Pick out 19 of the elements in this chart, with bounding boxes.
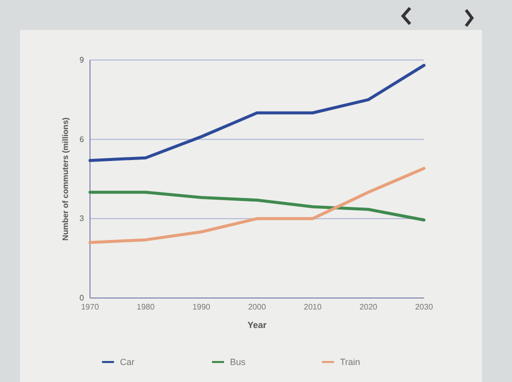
x-axis-title: Year: [247, 320, 267, 330]
x-tick-label: 2010: [304, 302, 322, 312]
line-series: [88, 64, 426, 162]
x-tick-label: 2000: [248, 302, 266, 312]
y-axis-title: Number of commuters (millions): [61, 117, 70, 241]
line-series: [88, 166, 426, 244]
x-tick-label: 2030: [415, 302, 434, 312]
x-tick-label: 1970: [81, 302, 100, 312]
x-tick-label: 1980: [136, 302, 156, 312]
legend-label: Car: [120, 357, 135, 367]
legend-label: Train: [340, 357, 360, 367]
line-series: [88, 190, 426, 222]
x-tick-label: 2020: [359, 302, 378, 312]
x-tick-label: 1990: [192, 302, 211, 312]
y-tick-label: 0: [80, 294, 85, 303]
y-tick-label: 6: [80, 134, 85, 144]
y-tick-label: 3: [80, 214, 85, 224]
y-tick-label: 9: [80, 56, 85, 65]
legend-label: Bus: [230, 357, 246, 367]
